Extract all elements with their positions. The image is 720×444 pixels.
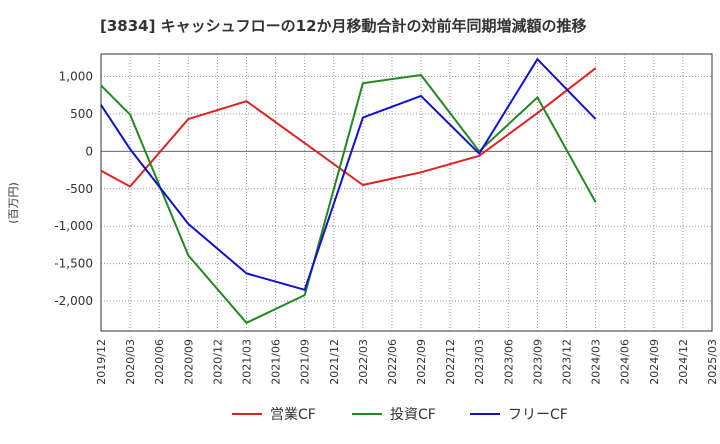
x-tick-label: 2022/06 xyxy=(386,339,399,385)
y-tick-label: 1,000 xyxy=(59,69,93,83)
x-tick-label: 2023/12 xyxy=(561,339,574,385)
y-tick-label: -1,500 xyxy=(54,257,93,271)
grid-layer xyxy=(100,54,713,331)
x-tick-label: 2022/09 xyxy=(415,339,428,385)
x-tick-label: 2020/12 xyxy=(211,339,224,385)
series-line xyxy=(100,74,597,324)
x-tick-label: 2024/03 xyxy=(590,339,603,385)
y-tick-label: 0 xyxy=(85,144,93,158)
x-tick-label: 2021/09 xyxy=(299,339,312,385)
y-axis-label: (百万円) xyxy=(7,182,20,224)
x-tick-label: 2020/03 xyxy=(124,339,137,385)
x-tick-label: 2023/03 xyxy=(473,339,486,385)
x-tick-label: 2025/03 xyxy=(706,339,719,385)
x-tick-label: 2020/06 xyxy=(153,339,166,385)
x-tick-label: 2022/03 xyxy=(357,339,370,385)
y-tick-label: 500 xyxy=(70,107,93,121)
y-tick-label: -1,000 xyxy=(54,219,93,233)
x-tick-label: 2024/12 xyxy=(677,339,690,385)
legend-label: 投資CF xyxy=(390,407,436,423)
x-tick-label: 2023/06 xyxy=(502,339,515,385)
x-tick-label: 2020/09 xyxy=(182,339,195,385)
x-tick-label: 2024/09 xyxy=(648,339,661,385)
y-tick-label: -2,000 xyxy=(54,294,93,308)
x-tick-label: 2021/03 xyxy=(240,339,253,385)
chart-title: [3834] キャッシュフローの12か月移動合計の対前年同期増減額の推移 xyxy=(100,17,587,35)
axis-layer: 1,000 500 0 -500 -1,000 -1,500 -2,000 2019/12 20… xyxy=(54,53,719,385)
legend: 営業CF 投資CF フリーCF xyxy=(232,407,568,423)
legend-label: 営業CF xyxy=(270,407,316,423)
series-layer xyxy=(100,58,597,324)
plot-frame xyxy=(100,53,713,332)
x-tick-label: 2021/06 xyxy=(270,339,283,385)
series-line xyxy=(100,58,597,291)
x-tick-label: 2024/06 xyxy=(619,339,632,385)
x-tick-label: 2019/12 xyxy=(95,339,108,385)
x-tick-label: 2022/12 xyxy=(444,339,457,385)
x-tick-label: 2021/12 xyxy=(328,339,341,385)
x-tick-label: 2023/09 xyxy=(531,339,544,385)
y-tick-label: -500 xyxy=(66,182,93,196)
legend-label: フリーCF xyxy=(508,407,568,423)
